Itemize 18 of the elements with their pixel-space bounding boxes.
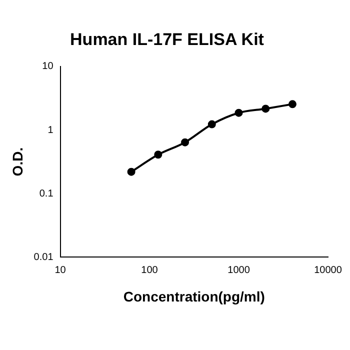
y-tick-label: 0.01	[34, 252, 54, 263]
point	[234, 108, 243, 117]
point	[127, 168, 136, 176]
x-tick-label: 10	[54, 264, 66, 276]
point	[181, 138, 190, 146]
x-tick-label: 1000	[228, 264, 250, 276]
point	[262, 104, 270, 113]
y-tick-label: 0.1	[39, 188, 54, 200]
point	[208, 120, 216, 128]
x-tick-label: 100	[141, 264, 158, 276]
y-axis-title: O.D.	[9, 147, 26, 176]
chart-title: Human IL-17F ELISA Kit	[70, 30, 264, 49]
point	[288, 100, 296, 108]
x-axis-title: Concentration(pg/ml)	[123, 288, 265, 304]
x-tick-label: 10000	[314, 264, 342, 276]
point	[154, 150, 162, 159]
y-tick-label: 1	[48, 124, 54, 136]
y-tick-label: 10	[42, 61, 54, 72]
